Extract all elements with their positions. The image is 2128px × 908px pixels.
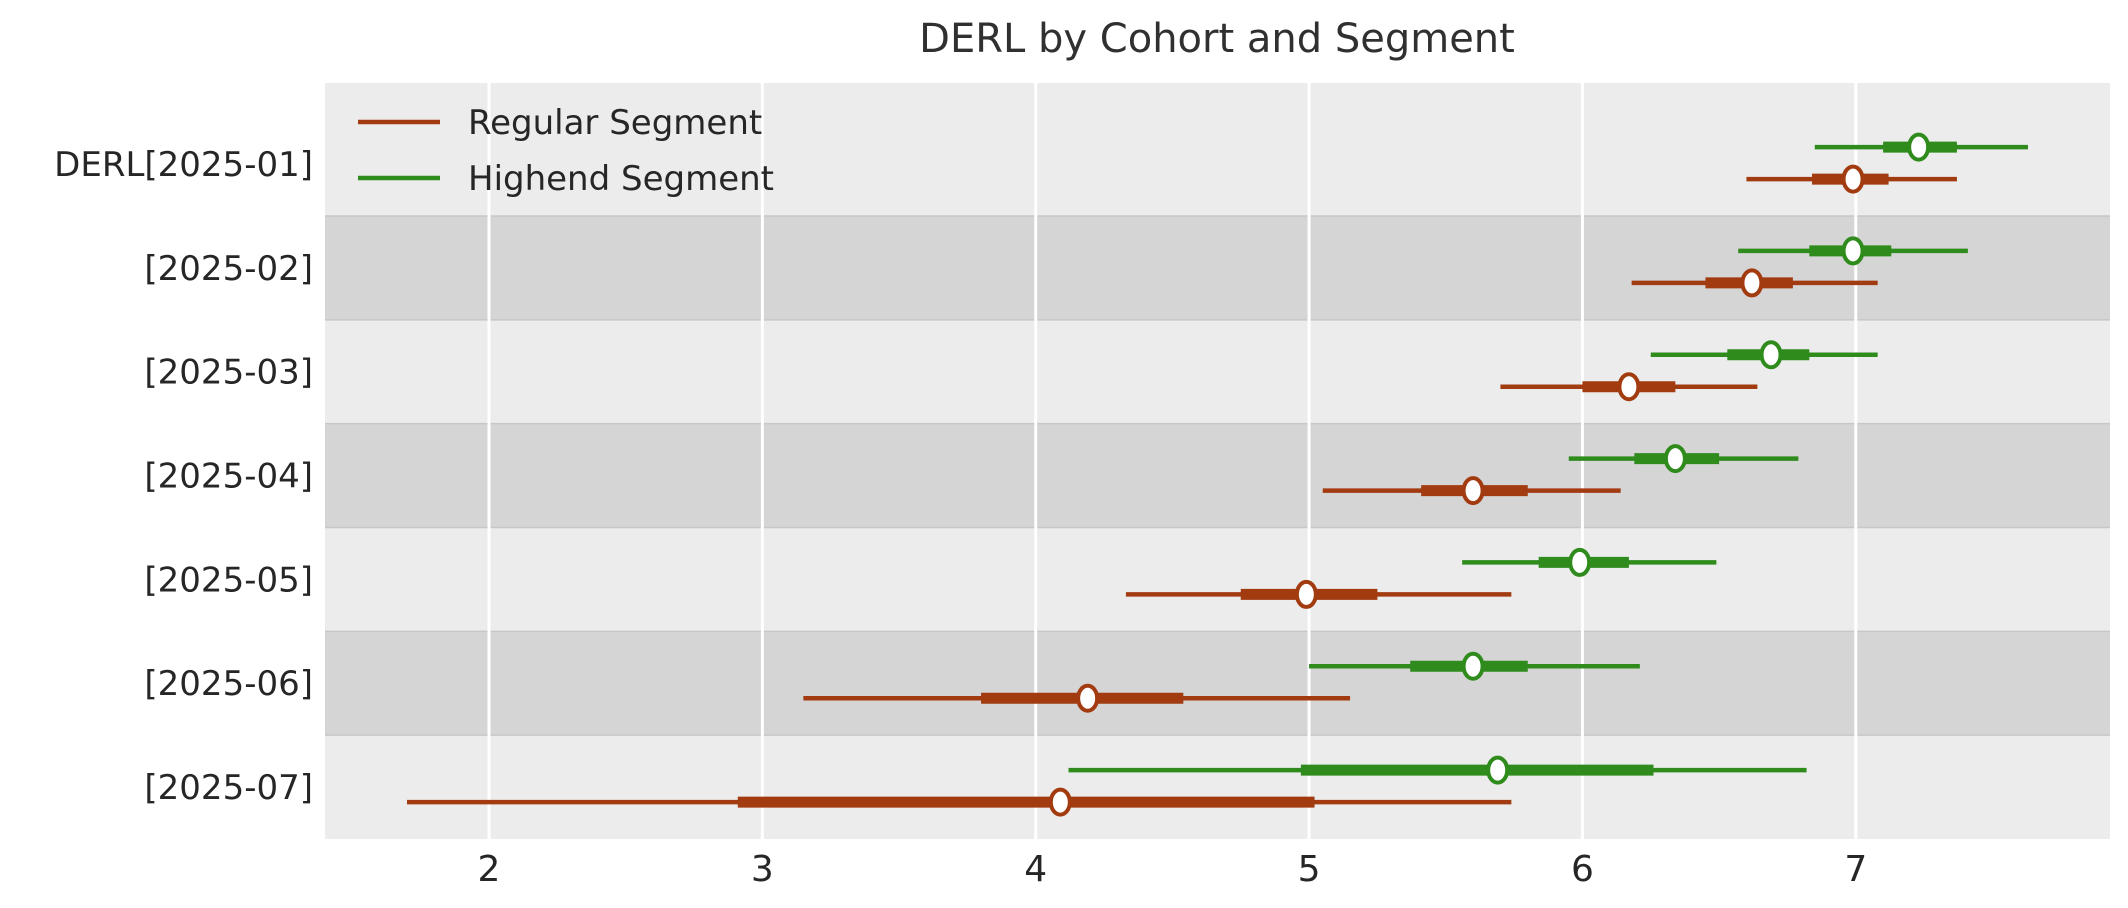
x-tick-label: 4	[1024, 849, 1047, 890]
interval-row-highend-2025-05	[1462, 547, 1717, 577]
row-bands	[325, 83, 2110, 839]
median-marker	[1740, 268, 1764, 298]
interval-row-highend-2025-07	[1068, 755, 1807, 785]
interval-row-highend-2025-01	[1814, 132, 2028, 162]
median-marker	[1486, 755, 1510, 785]
interval-row-regular-2025-05	[1125, 579, 1512, 609]
y-tick-label: [2025-02]	[144, 249, 313, 289]
interval-row-highend-2025-06	[1309, 651, 1640, 681]
band-2025-05	[325, 527, 2110, 632]
median-marker	[1461, 476, 1485, 506]
median-marker	[1663, 444, 1687, 474]
interval-row-regular-2025-02	[1631, 268, 1878, 298]
interval-row-regular-2025-07	[407, 787, 1512, 817]
interval-row-highend-2025-03	[1650, 340, 1878, 370]
band-2025-03	[325, 319, 2110, 424]
legend-item-regular: Regular Segment	[358, 103, 762, 143]
legend: Regular Segment Highend Segment	[358, 103, 774, 199]
band-2025-01	[325, 83, 2110, 216]
interval-row-highend-2025-04	[1568, 444, 1799, 474]
gridlines	[487, 83, 1858, 839]
median-marker	[1568, 547, 1592, 577]
interval-row-regular-2025-01	[1746, 164, 1957, 194]
x-tick-label: 3	[751, 849, 774, 890]
median-marker	[1048, 787, 1072, 817]
median-marker	[1907, 132, 1931, 162]
x-tick-label: 7	[1844, 849, 1867, 890]
median-marker	[1841, 236, 1865, 266]
median-marker	[1759, 340, 1783, 370]
chart-title: DERL by Cohort and Segment	[919, 16, 1515, 62]
median-marker	[1076, 683, 1100, 713]
median-marker	[1841, 164, 1865, 194]
y-tick-label: [2025-03]	[144, 353, 313, 393]
y-axis-labels: DERL[2025-01] [2025-02] [2025-03] [2025-04]…	[54, 145, 313, 808]
series-layer	[407, 132, 2028, 817]
median-marker	[1461, 651, 1485, 681]
median-marker	[1617, 372, 1641, 402]
interval-row-regular-2025-03	[1500, 372, 1758, 402]
band-2025-07	[325, 735, 2110, 839]
legend-item-highend: Highend Segment	[358, 159, 774, 199]
legend-label: Highend Segment	[468, 159, 774, 199]
interval-row-regular-2025-04	[1322, 476, 1621, 506]
y-tick-label: [2025-06]	[144, 664, 313, 704]
band-2025-04	[325, 423, 2110, 528]
y-tick-label: DERL[2025-01]	[54, 145, 313, 185]
y-tick-label: [2025-07]	[144, 768, 313, 808]
x-tick-label: 5	[1298, 849, 1321, 890]
legend-label: Regular Segment	[468, 103, 762, 143]
x-axis-labels: 2 3 4 5 6 7	[478, 849, 1868, 890]
y-tick-label: [2025-05]	[144, 560, 313, 600]
band-2025-06	[325, 631, 2110, 736]
x-tick-label: 2	[478, 849, 501, 890]
band-2025-02	[325, 216, 2110, 320]
median-marker	[1294, 579, 1318, 609]
interval-row-highend-2025-02	[1738, 236, 1968, 266]
interval-row-regular-2025-06	[803, 683, 1351, 713]
x-tick-label: 6	[1571, 849, 1594, 890]
y-tick-label: [2025-04]	[144, 456, 313, 496]
